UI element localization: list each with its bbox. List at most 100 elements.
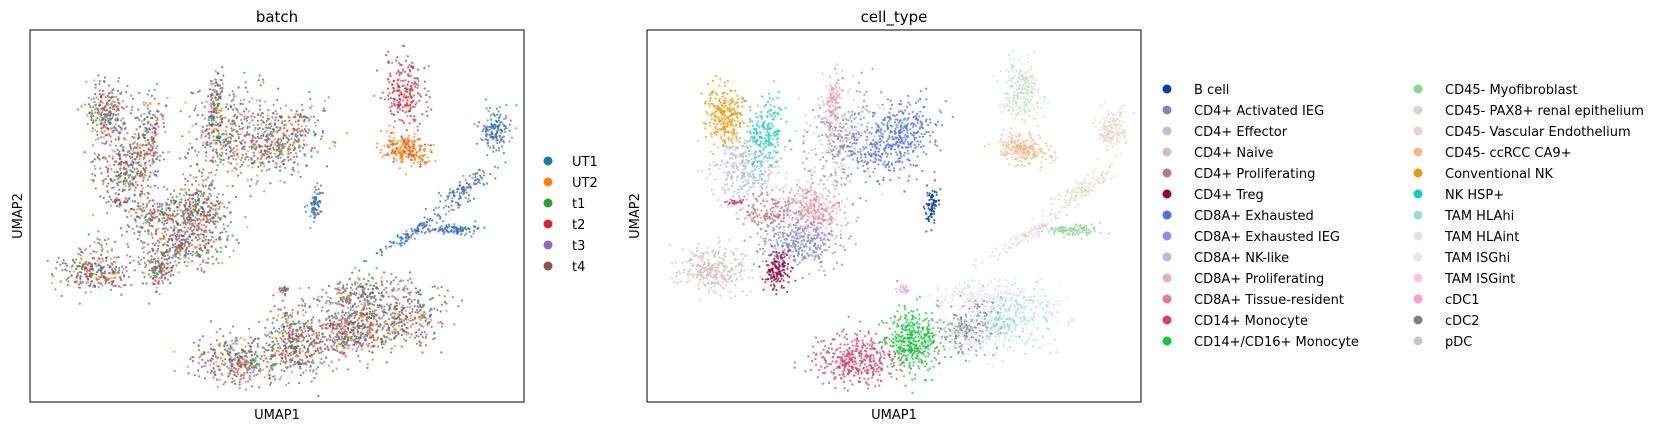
batch-point xyxy=(221,202,224,205)
batch-point xyxy=(144,139,147,142)
batch-point xyxy=(480,176,483,179)
batch-point xyxy=(212,118,215,122)
batch-point xyxy=(128,185,131,188)
batch-point xyxy=(406,141,410,144)
batch-point xyxy=(312,330,315,333)
batch-point xyxy=(387,50,390,53)
batch-point xyxy=(264,138,267,142)
batch-point xyxy=(85,282,88,285)
batch-point xyxy=(355,342,358,345)
batch-point xyxy=(143,133,147,137)
batch-point xyxy=(188,193,191,197)
batch-point xyxy=(221,66,224,69)
batch-point xyxy=(202,236,205,239)
batch-point xyxy=(230,127,233,130)
batch-point xyxy=(301,304,304,307)
batch-point xyxy=(188,210,191,213)
batch-point xyxy=(161,115,164,118)
batch-points xyxy=(46,44,518,398)
batch-point xyxy=(274,378,277,381)
batch-point xyxy=(197,90,200,94)
batch-point xyxy=(115,265,118,269)
batch-point xyxy=(104,118,107,121)
batch-point xyxy=(237,86,240,89)
batch-point xyxy=(235,139,238,143)
batch-point xyxy=(280,122,284,125)
batch-point xyxy=(90,117,93,120)
batch-point xyxy=(96,130,99,133)
batch-point xyxy=(313,376,316,380)
batch-point xyxy=(209,231,212,234)
batch-point xyxy=(171,239,174,242)
batch-point xyxy=(492,146,495,150)
batch-point xyxy=(128,188,131,191)
batch-point xyxy=(274,354,277,357)
batch-point xyxy=(115,160,118,163)
batch-point xyxy=(222,163,225,166)
batch-point xyxy=(260,134,263,137)
batch-point xyxy=(411,139,414,143)
batch-point xyxy=(392,126,395,129)
batch-point xyxy=(208,209,212,212)
batch-point xyxy=(212,148,215,151)
batch-point xyxy=(235,115,239,118)
batch-point xyxy=(416,84,420,87)
batch-point xyxy=(160,207,164,211)
batch-point xyxy=(271,346,274,349)
batch-point xyxy=(398,85,401,88)
batch-point xyxy=(184,209,187,212)
batch-point xyxy=(132,142,135,145)
batch-point xyxy=(252,369,255,372)
batch-point xyxy=(215,151,218,155)
batch-point xyxy=(152,204,155,208)
batch-point xyxy=(91,130,94,133)
batch-point xyxy=(171,234,174,237)
batch-point xyxy=(93,165,96,168)
batch-point xyxy=(108,111,111,114)
batch-point xyxy=(201,125,204,128)
batch-point xyxy=(172,254,175,257)
batch-point xyxy=(270,381,273,384)
batch-point xyxy=(127,174,130,177)
batch-point xyxy=(223,227,226,230)
batch-point xyxy=(235,195,238,199)
batch-point xyxy=(202,233,205,236)
batch-point xyxy=(401,80,405,83)
batch-point xyxy=(316,347,319,350)
batch-point xyxy=(97,256,100,259)
batch-point xyxy=(197,253,200,256)
batch-point xyxy=(220,154,223,157)
batch-point xyxy=(515,104,518,107)
batch-point xyxy=(281,323,284,326)
batch-point xyxy=(125,270,128,273)
batch-point xyxy=(225,137,228,140)
batch-point xyxy=(202,211,205,215)
batch-point xyxy=(168,234,172,238)
batch-point xyxy=(86,270,89,273)
batch-point xyxy=(161,279,164,282)
batch-point xyxy=(98,80,101,83)
batch-point xyxy=(133,168,136,171)
batch-point xyxy=(388,61,391,64)
batch-point xyxy=(235,168,238,171)
batch-point xyxy=(173,209,176,213)
batch-point xyxy=(166,188,169,191)
batch-point xyxy=(256,119,259,122)
batch-point xyxy=(281,153,284,156)
batch-point xyxy=(105,243,108,246)
batch-point xyxy=(395,322,398,325)
batch-point xyxy=(185,217,188,220)
batch-point xyxy=(292,155,295,158)
batch-point xyxy=(159,113,162,116)
batch-point xyxy=(107,112,110,115)
batch-point xyxy=(180,228,183,232)
batch-point xyxy=(288,134,291,137)
batch-point xyxy=(179,110,182,113)
batch-point xyxy=(409,114,412,118)
batch-point xyxy=(197,348,200,352)
batch-point xyxy=(212,367,215,370)
batch-point xyxy=(413,105,416,109)
batch-point xyxy=(485,133,488,136)
batch-point xyxy=(143,152,146,155)
batch-point xyxy=(160,210,163,213)
